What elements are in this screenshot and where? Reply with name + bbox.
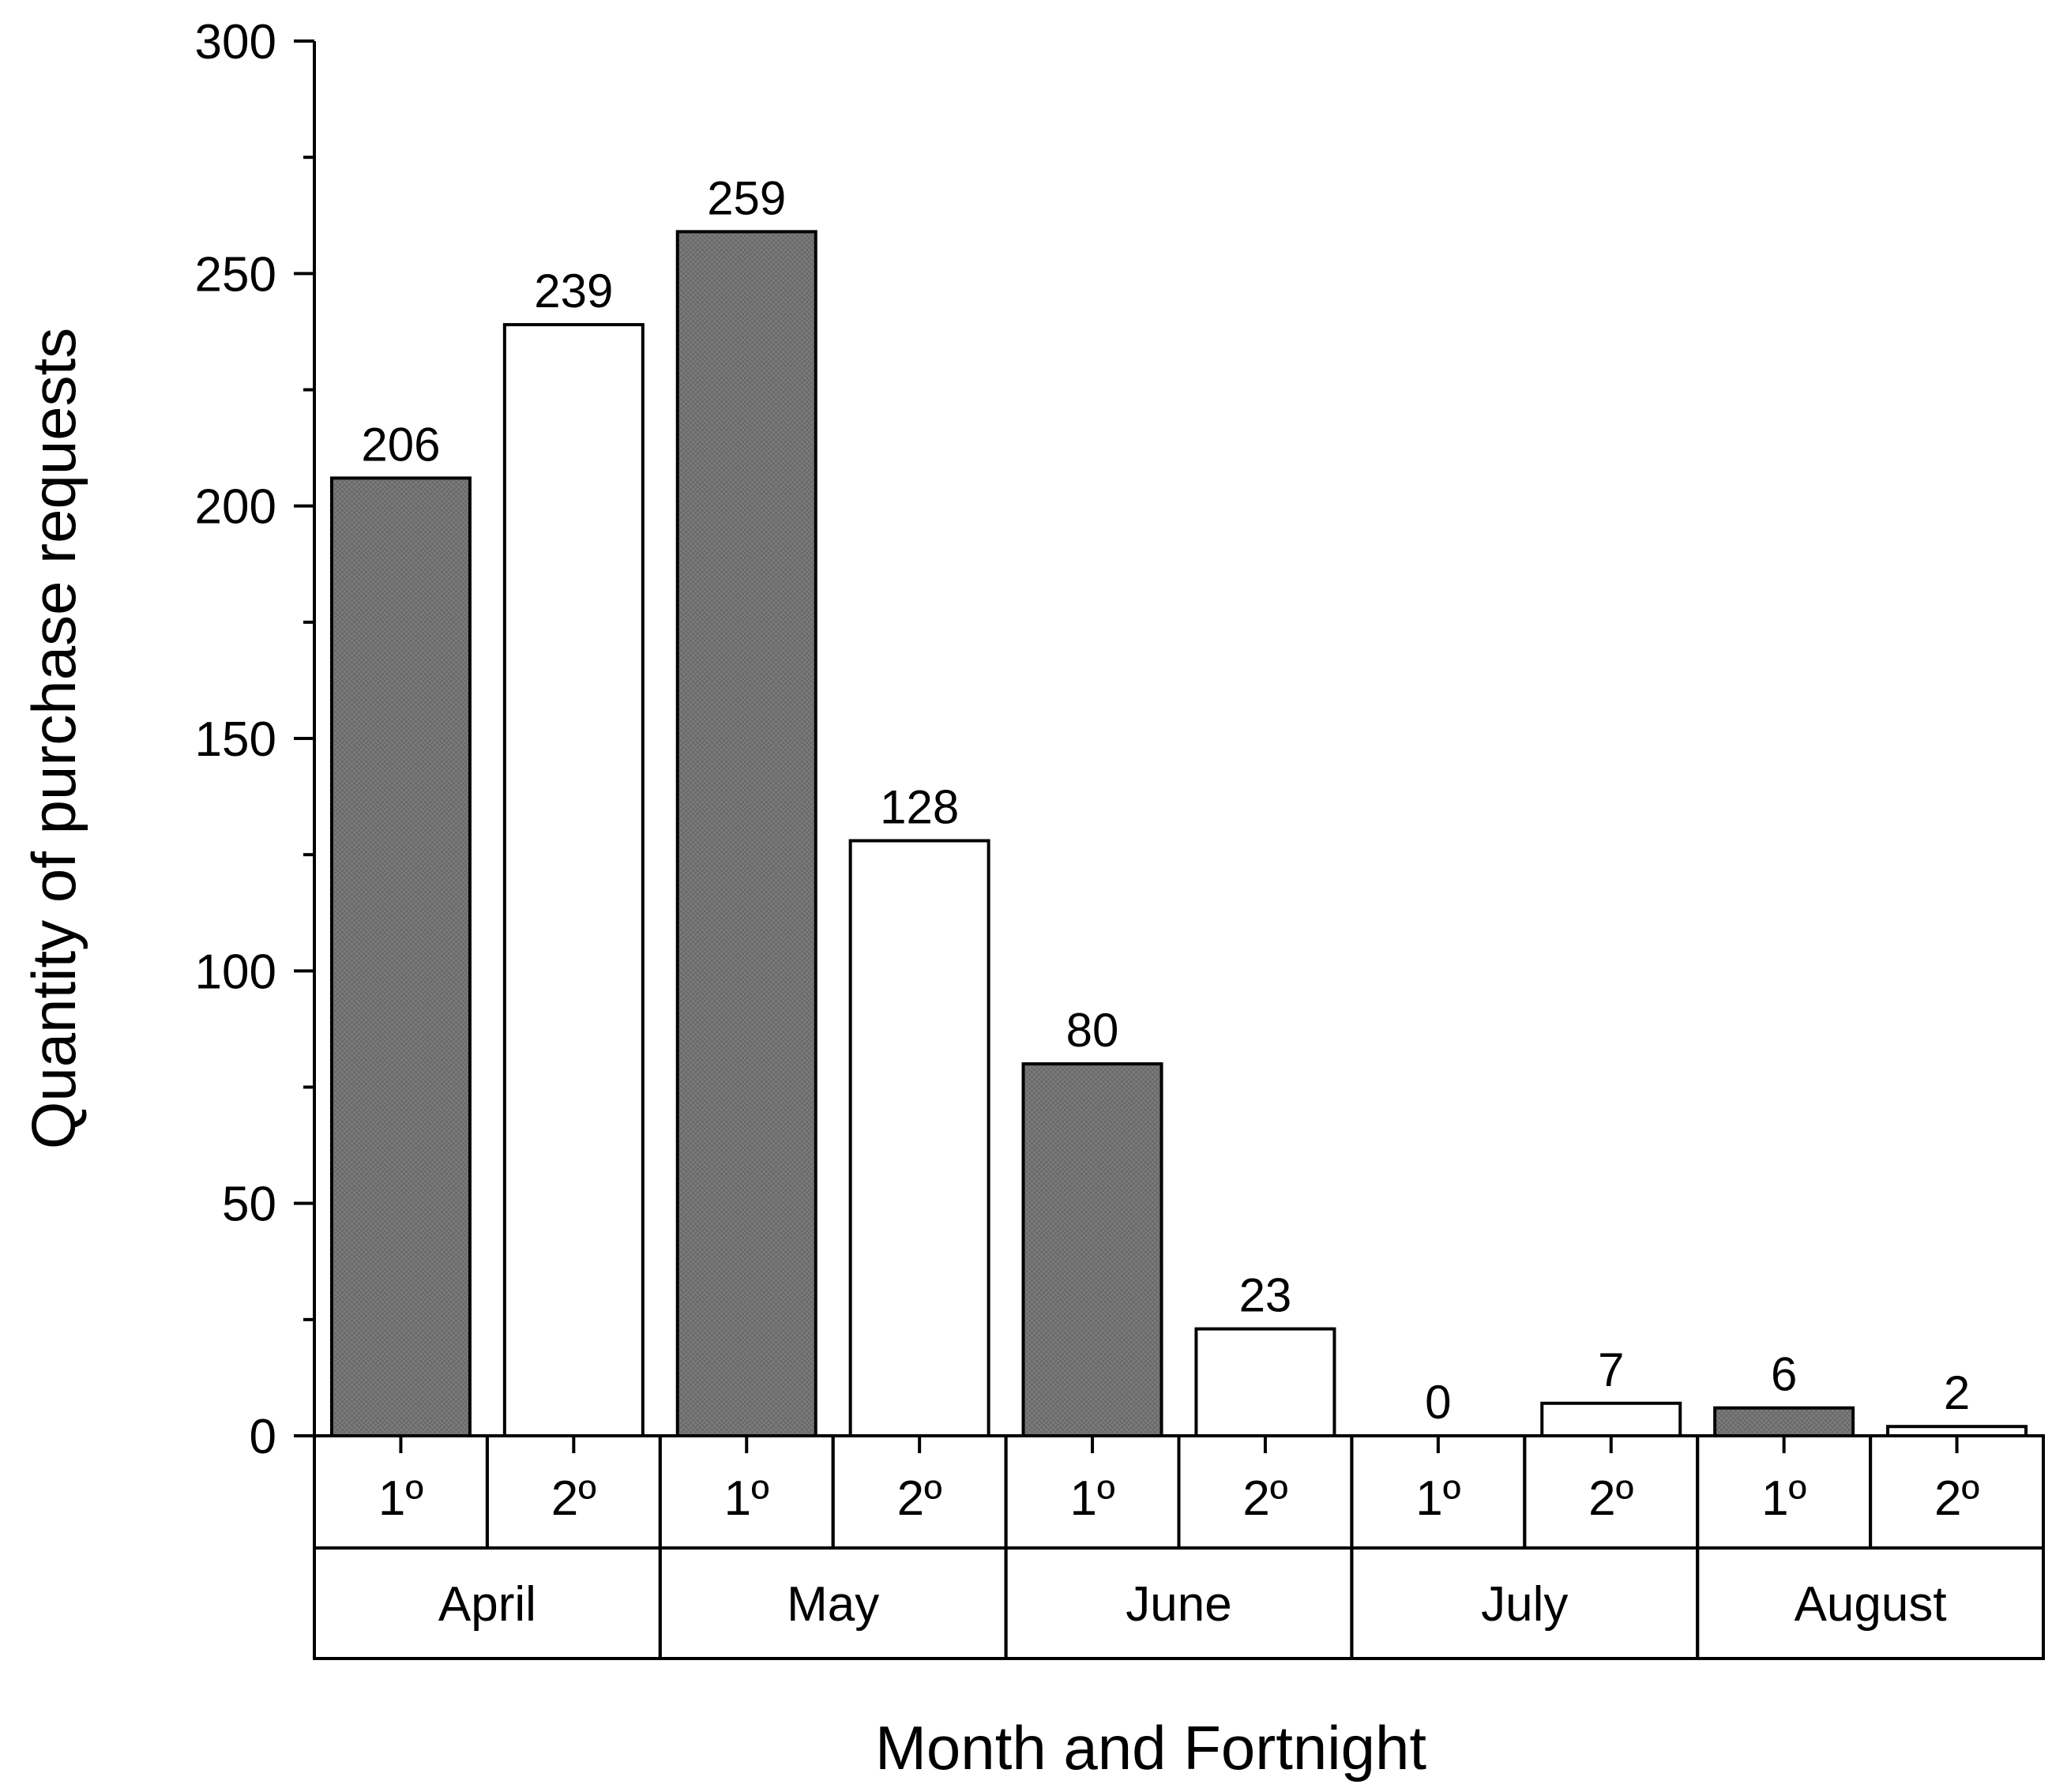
bar-5	[1194, 1327, 1336, 1438]
y-axis: 0 50 100 150 200 250 300	[195, 15, 316, 1464]
y-tick-label-1: 50	[222, 1178, 276, 1232]
bar-4	[1021, 1062, 1163, 1437]
fortnight-label-0: 1º	[378, 1471, 423, 1526]
value-label-8: 6	[1771, 1348, 1797, 1401]
bar-2	[675, 230, 817, 1437]
month-label-april: April	[438, 1577, 536, 1632]
month-label-july: July	[1481, 1577, 1568, 1632]
fortnight-label-2: 1º	[724, 1471, 769, 1526]
value-label-4: 80	[1066, 1004, 1119, 1057]
value-label-2: 259	[707, 171, 786, 224]
month-label-august: August	[1795, 1577, 1947, 1632]
y-tick-label-3: 150	[195, 712, 276, 767]
value-label-1: 239	[534, 265, 613, 317]
value-label-7: 7	[1598, 1343, 1624, 1396]
fortnight-label-6: 1º	[1415, 1471, 1460, 1526]
bar-7	[1540, 1401, 1682, 1437]
value-label-9: 2	[1944, 1366, 1970, 1419]
y-tick-label-5: 250	[195, 247, 276, 302]
bar-0	[329, 476, 472, 1437]
value-label-6: 0	[1425, 1376, 1451, 1429]
bars-group: 206 239 259 128 80 23 0 7 6 2	[329, 171, 2028, 1438]
month-label-june: June	[1126, 1577, 1231, 1632]
fortnight-label-3: 2º	[897, 1471, 942, 1526]
x-axis-title: Month and Fortnight	[875, 1713, 1426, 1783]
fortnight-label-5: 2º	[1242, 1471, 1287, 1526]
value-label-3: 128	[880, 781, 959, 834]
bar-1	[502, 323, 645, 1437]
value-label-5: 23	[1239, 1269, 1292, 1322]
y-axis-title: Quantity of purchase requests	[19, 328, 88, 1150]
fortnight-label-7: 2º	[1588, 1471, 1633, 1526]
value-label-0: 206	[361, 418, 440, 471]
y-tick-label-6: 300	[195, 15, 276, 70]
fortnight-label-4: 1º	[1069, 1471, 1114, 1526]
bar-3	[848, 839, 990, 1438]
y-tick-label-0: 0	[250, 1410, 276, 1464]
fortnight-label-8: 1º	[1761, 1471, 1806, 1526]
y-tick-label-2: 100	[195, 945, 276, 999]
month-label-may: May	[787, 1577, 879, 1632]
y-tick-label-4: 200	[195, 480, 276, 535]
bar-8	[1713, 1406, 1855, 1438]
fortnight-label-1: 2º	[551, 1471, 596, 1526]
fortnight-label-9: 2º	[1934, 1471, 1979, 1526]
